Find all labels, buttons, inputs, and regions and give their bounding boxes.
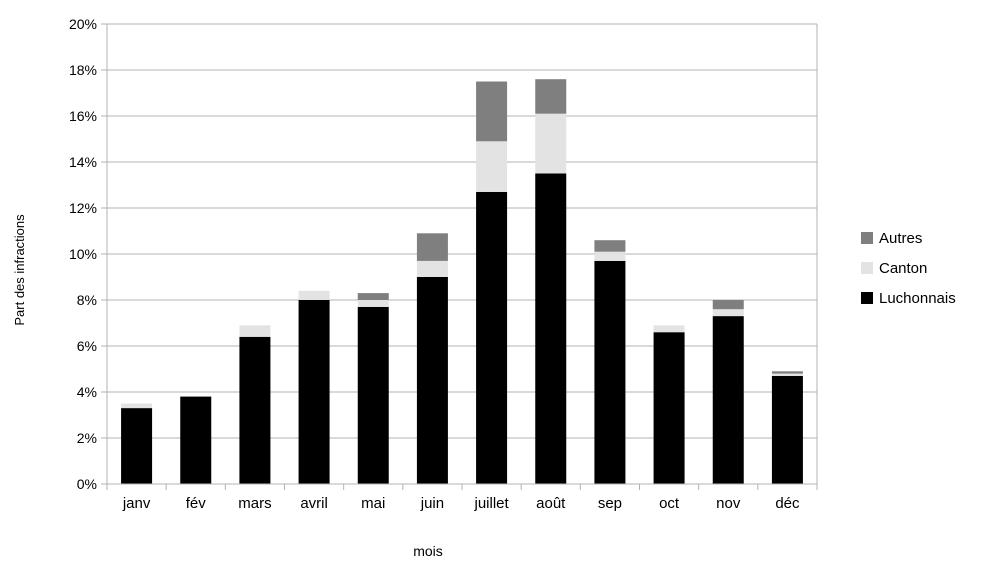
x-tick-label: juillet xyxy=(473,495,509,512)
bar-segment-autres xyxy=(712,300,744,310)
y-tick-label: 6% xyxy=(77,338,97,354)
x-tick-label: avril xyxy=(300,495,328,512)
x-tick-label: fév xyxy=(186,495,207,512)
bar-segment-luchonnais xyxy=(239,336,271,484)
y-tick-label: 8% xyxy=(77,292,97,308)
bar-segment-canton xyxy=(121,403,153,409)
bar-segment-autres xyxy=(416,233,448,261)
legend-swatch-luchonnais xyxy=(861,292,873,304)
x-tick-label: janv xyxy=(122,495,151,512)
x-tick-label: juin xyxy=(420,495,444,512)
y-tick-label: 12% xyxy=(69,200,97,216)
legend-label-canton: Canton xyxy=(879,260,927,277)
x-tick-labels: janv fév mars avril mai juin juillet août sep oct… xyxy=(122,495,800,512)
y-tick-label: 16% xyxy=(69,108,97,124)
x-tick-label: nov xyxy=(716,495,741,512)
x-tick-label: oct xyxy=(659,495,680,512)
bar-segment-autres xyxy=(357,293,389,300)
bars xyxy=(121,79,803,484)
bar-segment-canton xyxy=(357,300,389,307)
y-tick-label: 10% xyxy=(69,246,97,262)
y-tick-label: 2% xyxy=(77,430,97,446)
gridlines xyxy=(101,23,818,490)
y-tick-label: 18% xyxy=(69,62,97,78)
bar-segment-autres xyxy=(771,371,803,374)
x-tick-label: sep xyxy=(598,495,622,512)
bar-segment-luchonnais xyxy=(594,260,626,484)
bar-segment-luchonnais xyxy=(357,306,389,484)
x-tick-label: août xyxy=(536,495,566,512)
bar-segment-canton xyxy=(712,309,744,317)
y-tick-labels: 0% 2% 4% 6% 8% 10% 12% 14% 16% 18% 20% xyxy=(69,16,97,492)
axes xyxy=(106,24,818,485)
x-tick-label: mai xyxy=(361,495,385,512)
legend: Autres Canton Luchonnais xyxy=(861,230,956,307)
x-axis-label: mois xyxy=(413,543,443,559)
legend-label-autres: Autres xyxy=(879,230,922,247)
bar-segment-canton xyxy=(416,260,448,277)
bar-segment-canton xyxy=(594,251,626,261)
legend-swatch-autres xyxy=(861,232,873,244)
x-tick-label: mars xyxy=(238,495,271,512)
y-tick-label: 20% xyxy=(69,16,97,32)
y-tick-label: 14% xyxy=(69,154,97,170)
bar-segment-autres xyxy=(535,79,567,114)
bar-segment-canton xyxy=(771,373,803,376)
bar-segment-luchonnais xyxy=(712,316,744,484)
bar-segment-autres xyxy=(594,240,626,252)
bar-segment-luchonnais xyxy=(180,396,212,484)
bar-segment-canton xyxy=(535,113,567,174)
bar-segment-luchonnais xyxy=(416,277,448,484)
bar-segment-canton xyxy=(476,141,508,192)
bar-segment-luchonnais xyxy=(476,191,508,484)
bar-segment-luchonnais xyxy=(298,300,330,484)
legend-label-luchonnais: Luchonnais xyxy=(879,290,956,307)
bar-segment-canton xyxy=(298,290,330,300)
bar-segment-luchonnais xyxy=(771,375,803,484)
y-axis-label: Part des infractions xyxy=(12,214,27,326)
y-tick-label: 0% xyxy=(77,476,97,492)
x-tick-label: déc xyxy=(775,495,800,512)
bar-segment-canton xyxy=(653,325,685,333)
bar-segment-luchonnais xyxy=(653,332,685,484)
legend-swatch-canton xyxy=(861,262,873,274)
bar-segment-luchonnais xyxy=(121,408,153,484)
y-tick-label: 4% xyxy=(77,384,97,400)
bar-segment-canton xyxy=(239,325,271,337)
bar-segment-autres xyxy=(476,81,508,142)
bar-segment-luchonnais xyxy=(535,173,567,484)
